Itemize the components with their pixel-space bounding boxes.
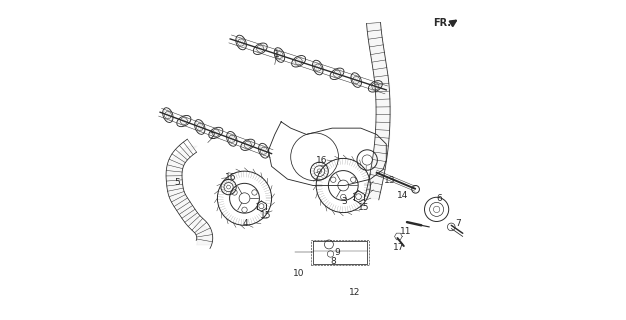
Text: 13: 13 — [384, 176, 395, 185]
Text: 16: 16 — [316, 156, 327, 164]
Text: 9: 9 — [334, 248, 340, 257]
Text: FR.: FR. — [433, 18, 451, 28]
Text: 12: 12 — [349, 288, 360, 297]
Text: 17: 17 — [393, 243, 405, 252]
Text: 16: 16 — [225, 173, 237, 182]
Text: 15: 15 — [260, 211, 272, 220]
Text: 6: 6 — [436, 194, 442, 203]
Text: 14: 14 — [396, 190, 408, 200]
Text: 7: 7 — [455, 219, 461, 228]
Text: 4: 4 — [242, 219, 248, 228]
Text: 11: 11 — [399, 227, 411, 236]
Text: 2: 2 — [210, 132, 215, 140]
Text: 8: 8 — [331, 258, 337, 267]
Text: 1: 1 — [274, 50, 279, 59]
Text: 15: 15 — [357, 203, 369, 212]
Text: 3: 3 — [341, 197, 347, 206]
Bar — [311, 240, 369, 265]
Text: 5: 5 — [175, 178, 180, 187]
Text: 10: 10 — [293, 268, 304, 278]
